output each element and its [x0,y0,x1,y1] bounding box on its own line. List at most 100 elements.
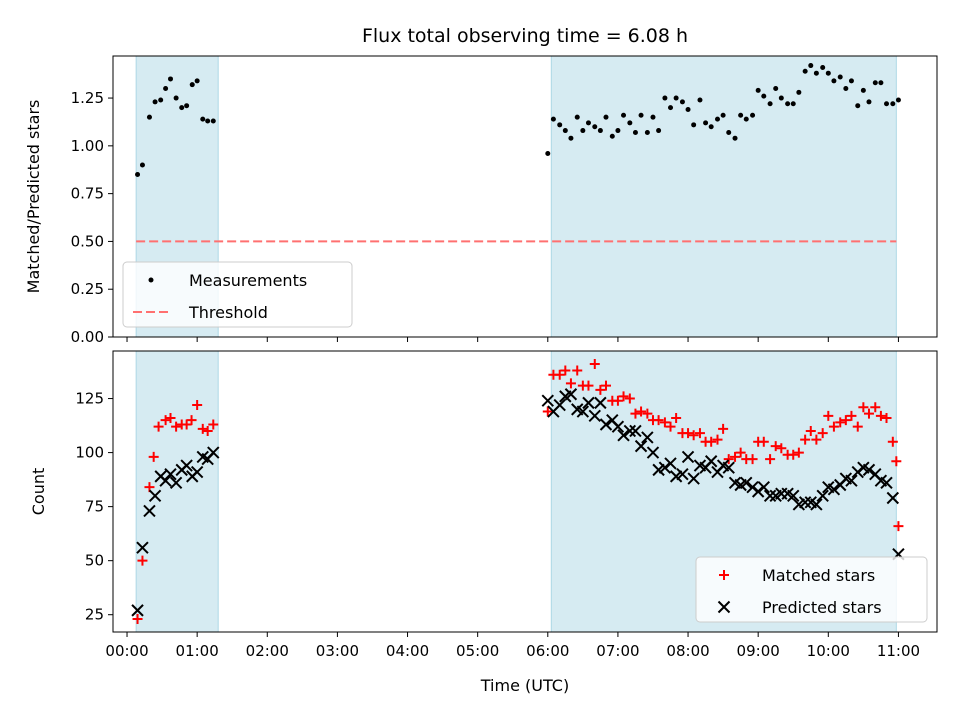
y-tick-label: 75 [85,498,104,516]
data-point [205,118,211,124]
data-point [685,107,691,113]
data-point [207,446,220,459]
data-point [585,120,591,126]
data-point [887,436,898,447]
x-tick-label: 06:00 [526,642,569,660]
data-point [890,101,896,107]
data-point [817,428,828,439]
data-point [202,425,213,436]
data-point [875,410,886,421]
data-point [855,103,861,109]
data-point [673,95,679,101]
data-point [738,112,744,118]
data-point [688,430,699,441]
data-point [131,604,144,617]
data-point [740,476,753,490]
data-point [895,97,901,103]
data-point [750,112,756,118]
y-axis-label: Matched/Predicted stars [24,100,43,294]
data-point [568,135,574,141]
data-point [704,455,718,468]
data-point [813,70,819,76]
data-point [697,97,703,103]
data-point [785,101,791,107]
data-point [722,461,735,474]
data-point [708,124,714,130]
data-point [848,78,854,84]
legend: Matched stars Predicted stars [695,556,928,623]
x-axis-label: Time (UTC) [480,676,569,695]
y-tick-label: 0.75 [71,185,104,203]
data-point [835,417,846,428]
data-point [594,396,607,410]
data-point [583,380,594,391]
y-tick-label: 100 [75,444,104,462]
y-tick-label: 0.25 [71,280,104,298]
legend: Measurements Threshold [122,261,353,328]
data-point [139,162,145,168]
data-point [778,95,784,101]
series-measurements [135,63,901,178]
data-point [137,555,148,566]
data-point [837,74,843,80]
data-point [572,365,583,376]
x-tick-label: 03:00 [316,642,359,660]
data-point [644,129,650,135]
data-point [632,129,638,135]
data-point [757,480,770,494]
y-tick-label: 0.50 [71,232,104,250]
data-point [600,380,611,391]
shaded-interval [551,56,897,337]
data-point [638,112,644,118]
legend-marker [717,600,731,614]
data-point [148,451,159,462]
data-point [545,150,551,156]
x-tick-label: 09:00 [737,642,780,660]
data-point [580,128,586,134]
data-point [560,365,571,376]
data-point [617,429,630,442]
y-tick-label: 1.25 [71,89,104,107]
data-point [828,421,839,432]
data-point [793,447,804,458]
data-point [158,97,164,103]
data-point [743,116,749,122]
data-point [773,85,779,91]
data-point [886,491,900,505]
data-point [132,614,143,625]
data-point [582,396,595,410]
data-point [609,133,615,139]
data-point [641,431,654,444]
data-point [858,402,869,413]
data-point [802,68,808,74]
data-point [636,406,647,417]
data-point [706,436,717,447]
data-point [148,489,162,503]
data-point [623,424,637,438]
data-point [627,120,633,126]
data-point [723,454,734,465]
data-point [603,114,609,120]
data-point [668,105,674,111]
data-point [811,434,822,445]
data-point [642,408,653,419]
data-point [152,99,158,105]
data-point [671,413,682,424]
data-point [210,118,216,124]
data-point [679,99,685,105]
data-point [630,408,641,419]
data-point [554,369,565,380]
data-point [597,128,603,134]
data-point [164,468,177,481]
data-point [862,463,876,477]
data-point [653,415,664,426]
bottom-panel: 25 50 75 100 125 00:00 01:00 02:00 03:00 04:00 05:… [29,350,938,695]
x-tick-label: 08:00 [666,642,709,660]
data-point [612,395,623,406]
data-point [718,423,729,434]
legend-marker [719,570,729,580]
data-point [790,101,796,107]
y-tick-label: 0.00 [71,328,104,346]
data-point [659,417,670,428]
data-point [808,63,814,69]
